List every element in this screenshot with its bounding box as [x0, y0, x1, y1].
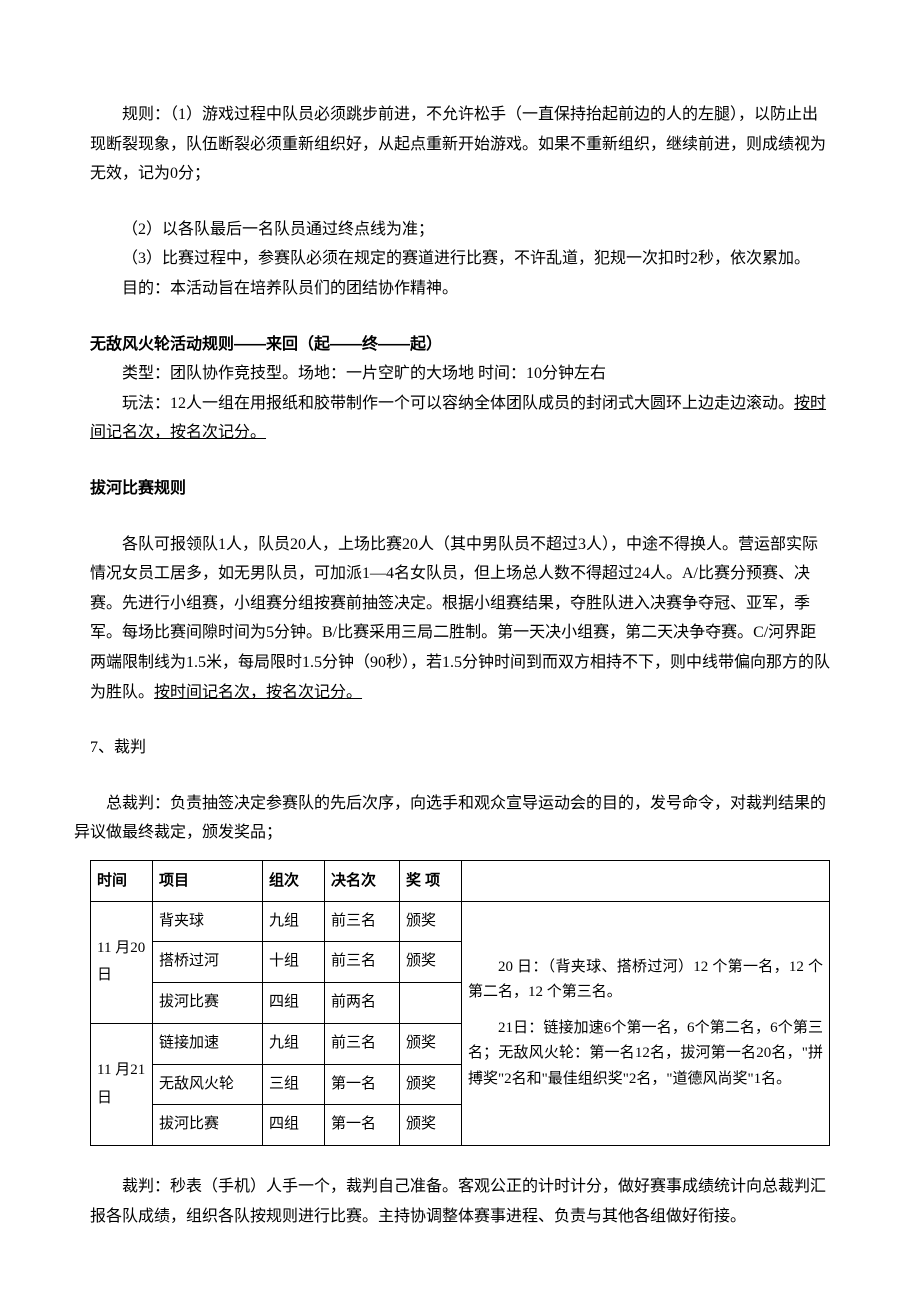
- rule-3: （3）比赛过程中，参赛队必须在规定的赛道进行比赛，不许乱道，犯规一次扣时2秒，依…: [90, 244, 830, 274]
- th-rank: 决名次: [325, 860, 400, 901]
- cell: 三组: [263, 1064, 325, 1105]
- cell: 四组: [263, 983, 325, 1024]
- cell: [400, 983, 462, 1024]
- cell: 前三名: [325, 942, 400, 983]
- cell: 前三名: [325, 901, 400, 942]
- heading-referee: 7、裁判: [90, 733, 830, 763]
- cell: 颁奖: [400, 1064, 462, 1105]
- cell: 颁奖: [400, 942, 462, 983]
- cell: 背夹球: [153, 901, 263, 942]
- cell: 拔河比赛: [153, 983, 263, 1024]
- side-note-2: 21日：链接加速6个第一名，6个第二名，6个第三名；无敌风火轮：第一名12名，拔…: [468, 1016, 823, 1093]
- th-note: [462, 860, 830, 901]
- cell: 四组: [263, 1105, 325, 1146]
- wheel-type: 类型：团队协作竞技型。场地：一片空旷的大场地 时间：10分钟左右: [90, 359, 830, 389]
- wheel-play: 玩法：12人一组在用报纸和胶带制作一个可以容纳全体团队成员的封闭式大圆环上边走边…: [90, 389, 830, 448]
- table-row: 11 月20 日 背夹球 九组 前三名 颁奖 20 日：（背夹球、搭桥过河）12…: [91, 901, 830, 942]
- tug-rules: 各队可报领队1人，队员20人，上场比赛20人（其中男队员不超过3人），中途不得换…: [90, 530, 830, 708]
- table-header-row: 时间 项目 组次 决名次 奖 项: [91, 860, 830, 901]
- cell: 颁奖: [400, 901, 462, 942]
- cell: 颁奖: [400, 1023, 462, 1064]
- heading-wheel: 无敌风火轮活动规则——来回（起——终——起）: [90, 330, 830, 360]
- wheel-play-text: 玩法：12人一组在用报纸和胶带制作一个可以容纳全体团队成员的封闭式大圆环上边走边…: [122, 395, 794, 412]
- cell: 前两名: [325, 983, 400, 1024]
- rule-2: （2）以各队最后一名队员通过终点线为准；: [90, 215, 830, 245]
- cell: 搭桥过河: [153, 942, 263, 983]
- referee-detail: 裁判：秒表（手机）人手一个，裁判自己准备。客观公正的计时计分，做好赛事成绩统计向…: [90, 1172, 830, 1231]
- cell: 十组: [263, 942, 325, 983]
- tug-scoring: 按时间记名次，按名次记分。: [154, 684, 362, 701]
- cell: 九组: [263, 901, 325, 942]
- side-note-1: 20 日：（背夹球、搭桥过河）12 个第一名，12 个第二名，12 个第三名。: [468, 955, 823, 1006]
- cell: 第一名: [325, 1064, 400, 1105]
- th-group: 组次: [263, 860, 325, 901]
- cell: 九组: [263, 1023, 325, 1064]
- th-time: 时间: [91, 860, 153, 901]
- cell: 拔河比赛: [153, 1105, 263, 1146]
- cell: 颁奖: [400, 1105, 462, 1146]
- cell: 第一名: [325, 1105, 400, 1146]
- tug-rules-text: 各队可报领队1人，队员20人，上场比赛20人（其中男队员不超过3人），中途不得换…: [90, 536, 830, 701]
- th-event: 项目: [153, 860, 263, 901]
- rule-1: 规则：（1）游戏过程中队员必须跳步前进，不允许松手（一直保持抬起前边的人的左腿）…: [90, 100, 830, 189]
- cell-date-2: 11 月21 日: [91, 1023, 153, 1145]
- schedule-table: 时间 项目 组次 决名次 奖 项 11 月20 日 背夹球 九组 前三名 颁奖 …: [90, 860, 830, 1146]
- referee-chief: 总裁判：负责抽签决定参赛队的先后次序，向选手和观众宣导运动会的目的，发号命令，对…: [74, 789, 830, 848]
- cell: 链接加速: [153, 1023, 263, 1064]
- th-award: 奖 项: [400, 860, 462, 901]
- purpose: 目的：本活动旨在培养队员们的团结协作精神。: [90, 274, 830, 304]
- cell-date-1: 11 月20 日: [91, 901, 153, 1023]
- cell: 无敌风火轮: [153, 1064, 263, 1105]
- cell: 前三名: [325, 1023, 400, 1064]
- cell-side-note: 20 日：（背夹球、搭桥过河）12 个第一名，12 个第二名，12 个第三名。 …: [462, 901, 830, 1146]
- heading-tug: 拔河比赛规则: [90, 474, 830, 504]
